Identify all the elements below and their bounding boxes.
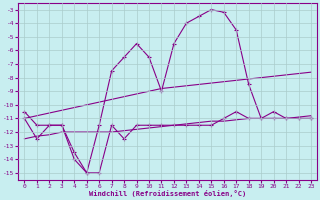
X-axis label: Windchill (Refroidissement éolien,°C): Windchill (Refroidissement éolien,°C): [89, 190, 246, 197]
